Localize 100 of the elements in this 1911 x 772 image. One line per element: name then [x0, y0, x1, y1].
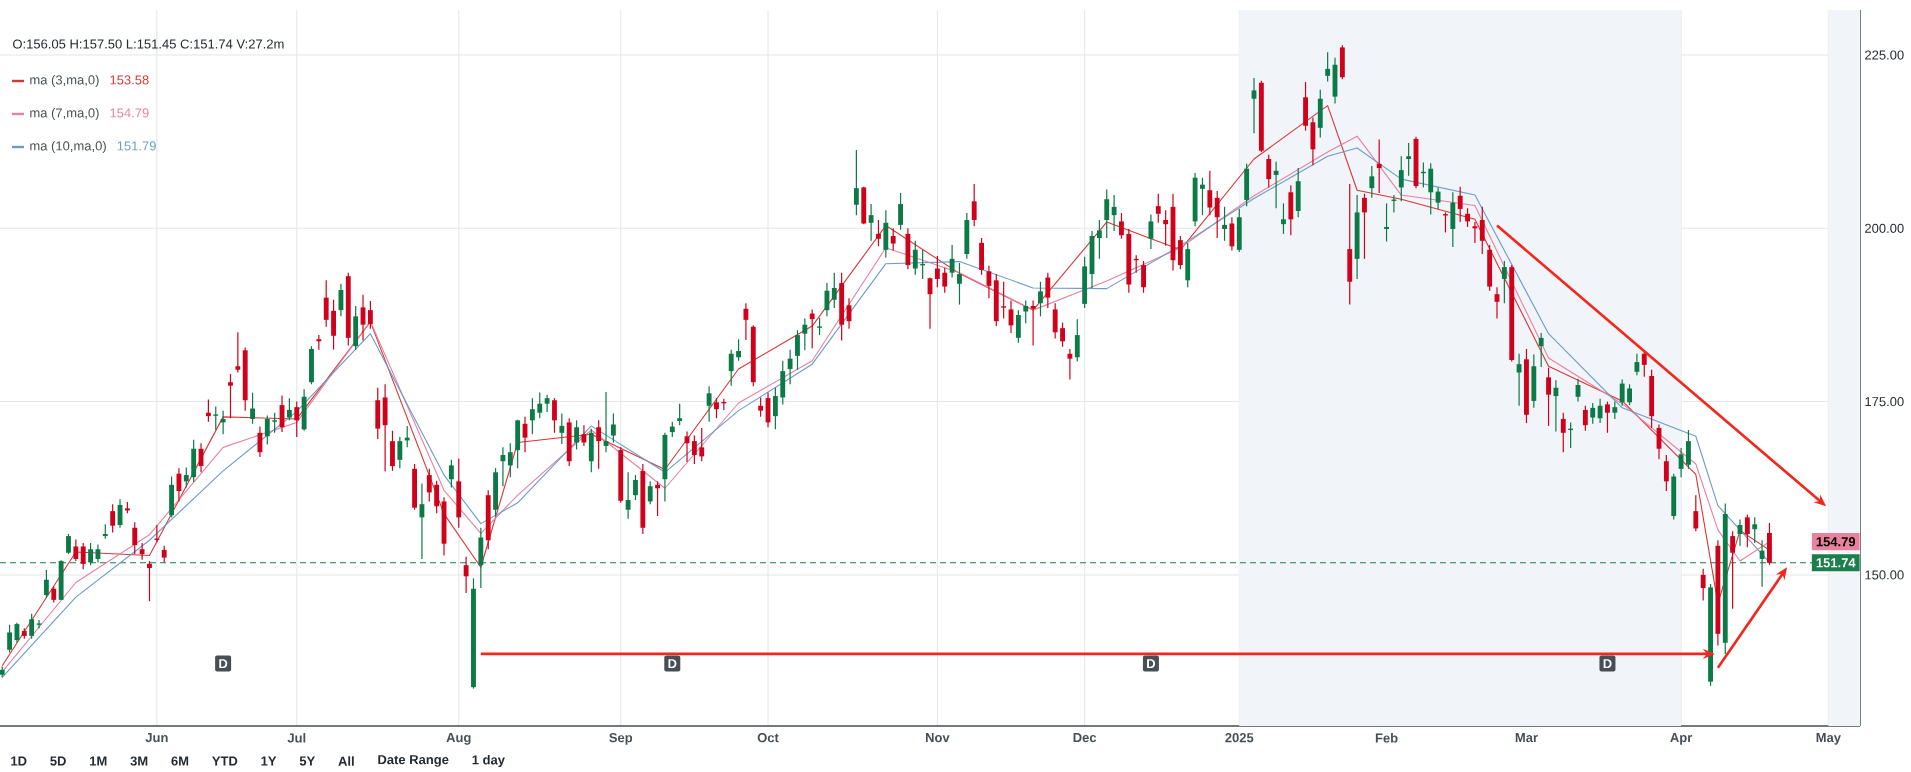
annotation: D: [1147, 659, 1156, 669]
text: 3M: [130, 756, 148, 766]
annotation: D: [668, 659, 677, 669]
candlestick: [581, 424, 587, 447]
candlestick: [66, 533, 71, 555]
y-tick-label: 150.00: [1865, 570, 1904, 580]
candlestick: [743, 302, 749, 341]
candlestick: [1023, 299, 1029, 324]
text: 5Y: [299, 756, 315, 766]
candlestick: [183, 466, 189, 489]
candlestick: [1015, 309, 1021, 344]
candlestick: [1384, 202, 1389, 243]
candlestick: [772, 387, 778, 430]
candlestick: [1200, 177, 1205, 216]
candlestick: [1096, 219, 1102, 260]
x-tick-label: Jun: [145, 733, 168, 743]
x-tick-label: 2025: [1225, 733, 1254, 743]
candlestick: [1251, 77, 1257, 134]
candlestick: [1582, 405, 1588, 432]
candlestick: [1067, 348, 1073, 381]
candlestick: [1001, 281, 1007, 320]
annotation: D: [219, 659, 228, 669]
candlestick: [1148, 213, 1154, 250]
candlestick: [824, 282, 830, 317]
candlestick: [537, 392, 543, 419]
candlestick: [426, 468, 432, 503]
candlestick: [625, 471, 631, 520]
candlestick: [736, 338, 741, 362]
candlestick: [147, 560, 152, 602]
candlestick: [890, 227, 896, 252]
candlestick: [596, 419, 602, 470]
candlestick: [463, 556, 469, 594]
candlestick: [1634, 353, 1640, 376]
text: 5D: [50, 756, 66, 766]
candlestick: [264, 414, 270, 446]
candlestick: [294, 401, 300, 438]
candlestick: [1560, 412, 1566, 453]
candlestick: [1501, 260, 1507, 304]
candlestick: [507, 442, 513, 478]
candlestick: [868, 203, 874, 242]
candlestick: [1362, 193, 1367, 260]
y-tick-label: 225.00: [1865, 50, 1904, 60]
candlestick: [1398, 155, 1404, 202]
candlestick: [36, 619, 42, 629]
candlestick: [1700, 568, 1706, 602]
candlestick: [1281, 202, 1286, 235]
x-tick-label: May: [1816, 733, 1841, 745]
candlestick: [250, 392, 255, 425]
text: 1D: [11, 756, 27, 766]
candlestick: [1045, 272, 1051, 309]
candlestick: [831, 272, 837, 309]
annotation: O:156.05 H:157.50 L:151.45 C:151.74 V:27.2m: [13, 39, 284, 49]
candlestick: [1538, 332, 1544, 368]
candlestick: [633, 474, 638, 501]
candlestick: [802, 317, 808, 351]
candlestick: [1074, 318, 1080, 363]
candlestick: [898, 192, 903, 231]
candlestick: [43, 569, 49, 599]
candlestick: [1590, 402, 1596, 425]
text: All: [338, 756, 354, 766]
candlestick: [367, 300, 373, 330]
candlestick: [559, 412, 565, 445]
x-tick-label: Oct: [757, 733, 779, 743]
candlestick: [647, 480, 653, 505]
text: 1M: [90, 756, 107, 766]
candlestick: [699, 427, 705, 462]
candlestick: [1619, 378, 1625, 407]
candlestick: [286, 397, 292, 421]
candlestick: [1457, 186, 1463, 223]
candlestick: [1406, 142, 1412, 177]
x-tick-label: Apr: [1670, 733, 1693, 745]
candlestick: [1465, 207, 1470, 228]
candlestick: [1273, 161, 1279, 209]
candlestick: [1641, 350, 1647, 378]
candlestick: [574, 419, 579, 451]
ref-line-label: 151.74: [1816, 558, 1856, 568]
candlestick: [80, 542, 86, 570]
text: 6M: [171, 756, 189, 766]
candlestick: [228, 373, 233, 419]
annotation: 154.79: [110, 108, 149, 118]
candlestick: [1744, 514, 1750, 548]
candlestick: [1104, 188, 1110, 239]
candlestick: [1730, 530, 1736, 610]
annotation: 153.58: [110, 75, 149, 85]
candlestick: [1038, 281, 1043, 317]
candlestick: [714, 397, 719, 419]
candlestick: [1516, 353, 1522, 407]
candlestick: [529, 397, 535, 435]
legend-label: ma (3,ma,0): [30, 74, 99, 88]
legend-label: ma (7,ma,0): [30, 107, 99, 121]
candlestick: [7, 624, 13, 654]
candlestick: [1553, 379, 1559, 433]
candlestick: [110, 503, 116, 534]
candlestick: [795, 329, 800, 371]
candlestick: [1119, 212, 1124, 240]
candlestick: [1266, 154, 1272, 189]
y-tick-label: 200.00: [1865, 223, 1904, 233]
candlestick: [1663, 454, 1669, 492]
candlestick: [1111, 194, 1117, 232]
y-tick-label: 175.00: [1865, 397, 1904, 407]
